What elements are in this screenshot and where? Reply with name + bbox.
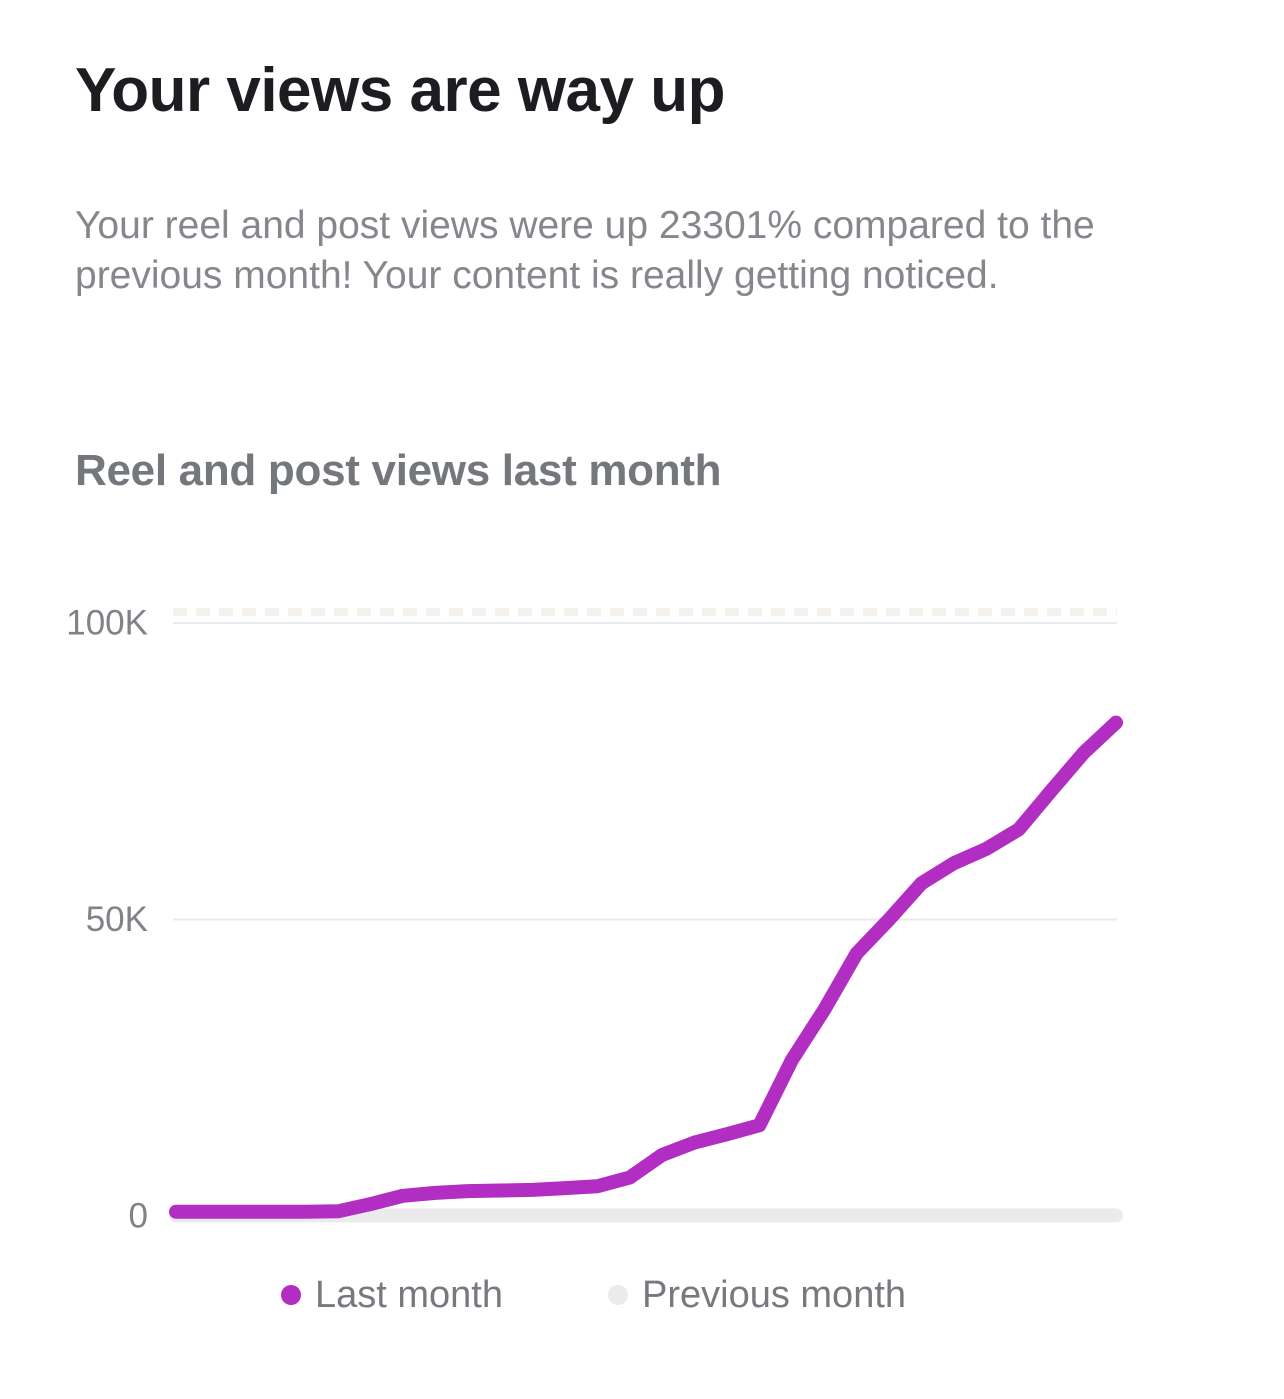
legend-label-last-month: Last month <box>315 1274 503 1316</box>
y-tick-label-100k: 100K <box>66 604 148 643</box>
page-title: Your views are way up <box>75 56 725 125</box>
chart-title: Reel and post views last month <box>75 446 722 495</box>
series-line-last-month <box>169 715 1123 1219</box>
legend-item-last-month: Last month <box>281 1274 503 1316</box>
page-subtitle: Your reel and post views were up 23301% … <box>75 204 1095 297</box>
y-tick-label-0: 0 <box>129 1197 148 1236</box>
legend-item-previous-month: Previous month <box>608 1274 906 1316</box>
last-month-dot-icon <box>281 1285 301 1305</box>
legend-label-previous-month: Previous month <box>642 1274 907 1316</box>
y-tick-label-50k: 50K <box>86 900 148 939</box>
previous-month-dot-icon <box>608 1285 628 1305</box>
